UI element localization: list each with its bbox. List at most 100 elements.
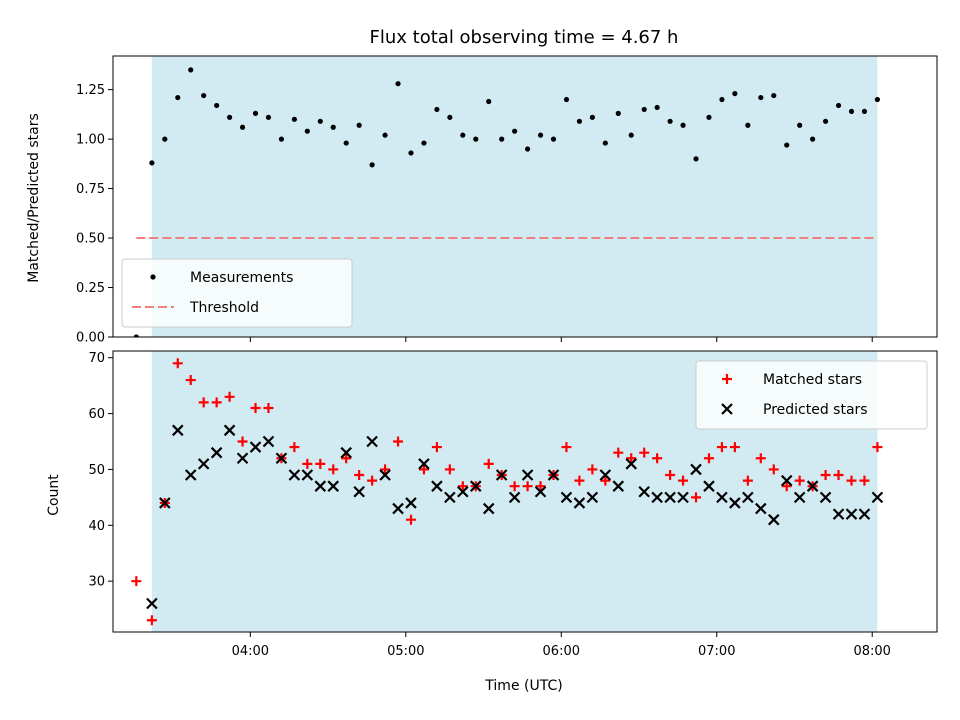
predicted-stars-point: [275, 452, 288, 465]
predicted-stars-point: [742, 491, 754, 504]
measurements-point: [784, 142, 790, 148]
x-tick-label: 07:00: [698, 644, 735, 659]
matched-stars-point: [172, 358, 183, 369]
measurements-point: [291, 116, 297, 122]
predicted-stars-point: [353, 486, 365, 498]
predicted-stars-point: [521, 469, 534, 481]
predicted-stars-point: [612, 480, 625, 492]
matched-stars-point: [185, 375, 196, 386]
matched-stars-point: [626, 453, 637, 464]
matched-stars-point: [341, 453, 352, 464]
top-y-tick-label: 0.25: [76, 281, 105, 296]
predicted-stars-point: [599, 469, 612, 481]
matched-stars-point: [509, 481, 520, 492]
measurements-point: [133, 334, 139, 337]
measurements-point: [447, 114, 453, 120]
top-y-tick-label: 1.25: [76, 83, 105, 98]
measurements-point: [460, 132, 466, 138]
bottom-plot-area: [131, 358, 884, 626]
chart-title: Flux total observing time = 4.67 h: [370, 27, 679, 48]
predicted-stars-point: [159, 497, 171, 509]
measurements-point: [421, 140, 427, 146]
measurements-point: [550, 136, 557, 142]
bottom-axes-frame: [112, 350, 938, 633]
count-panel: 30 40 50 60 70 04:00 05:00 06:00 07:00 08:00 Match…: [88, 350, 938, 659]
measurements-point: [654, 104, 660, 111]
measurements-point: [239, 124, 246, 130]
bottom-legend-box: [695, 360, 928, 430]
predicted-stars-point: [262, 435, 275, 448]
top-y-tick-label: 0.75: [76, 182, 105, 197]
matched-stars-point: [678, 475, 689, 486]
matched-stars-point: [405, 514, 416, 525]
matched-stars-point: [561, 442, 572, 453]
predicted-stars-point: [366, 435, 378, 448]
matched-stars-point: [665, 470, 676, 481]
matched-stars-point: [613, 447, 624, 458]
matched-stars-point: [768, 464, 779, 475]
measurements-point: [278, 136, 285, 142]
measurements-point: [356, 122, 362, 128]
measurements-point: [175, 94, 181, 101]
predicted-stars-point: [249, 441, 262, 453]
measurements-point: [602, 140, 608, 146]
matched-stars-point: [574, 475, 585, 486]
predicted-stars-point: [729, 497, 741, 509]
matched-stars-point: [587, 464, 598, 475]
matched-stars-point: [522, 481, 533, 492]
predicted-stars-point: [223, 424, 236, 437]
matched-stars-point: [600, 475, 611, 486]
predicted-stars-point: [716, 491, 728, 504]
measurements-point: [822, 118, 829, 124]
measurements-point: [771, 92, 777, 99]
matched-stars-point: [418, 464, 429, 475]
measurements-point: [667, 118, 673, 124]
measurements-point: [524, 146, 531, 152]
legend-measurements-label: Measurements: [190, 270, 293, 286]
predicted-stars-point: [405, 497, 417, 509]
predicted-stars-point: [573, 497, 586, 509]
measurements-point: [797, 122, 803, 128]
legend-predicted-marker: [721, 403, 733, 415]
predicted-stars-point: [495, 469, 508, 481]
predicted-stars-point: [547, 469, 560, 481]
matched-stars-point: [354, 470, 365, 481]
matched-stars-point: [289, 442, 300, 453]
measurements-point: [395, 81, 401, 87]
bottom-y-tick-label: 60: [88, 407, 105, 422]
measurements-point: [861, 108, 868, 115]
predicted-stars-point: [690, 463, 702, 476]
measurements-point: [758, 94, 764, 101]
x-tick-label: 05:00: [387, 644, 424, 659]
predicted-stars-point: [379, 469, 391, 481]
measurements-point: [848, 108, 855, 115]
measurements-point: [330, 124, 336, 130]
measurements-point: [486, 98, 492, 105]
matched-stars-point: [872, 442, 883, 453]
measurements-point: [563, 96, 570, 103]
matched-stars-point: [131, 576, 142, 587]
predicted-stars-point: [793, 491, 806, 504]
predicted-stars-point: [767, 513, 780, 526]
matched-stars-point: [794, 475, 805, 486]
measurements-point: [680, 122, 686, 128]
predicted-stars-point: [172, 424, 184, 437]
measurements-point: [408, 150, 414, 156]
legend-predicted-label: Predicted stars: [763, 402, 868, 418]
top-y-tick-label: 1.00: [76, 133, 105, 148]
matched-stars-point: [652, 453, 663, 464]
measurements-point: [732, 90, 738, 97]
predicted-stars-point: [444, 491, 456, 504]
measurements-point: [576, 118, 583, 124]
x-tick-label: 08:00: [853, 644, 890, 659]
matched-stars-point: [781, 481, 792, 492]
matched-stars-point: [846, 475, 857, 486]
top-y-axis-label: Matched/Predicted stars: [26, 113, 42, 283]
matched-stars-point: [833, 470, 844, 481]
predicted-stars-point: [314, 480, 327, 492]
x-tick-label: 04:00: [232, 644, 269, 659]
measurements-point: [615, 110, 621, 116]
predicted-stars-point: [184, 469, 197, 481]
measurements-point: [227, 114, 233, 120]
